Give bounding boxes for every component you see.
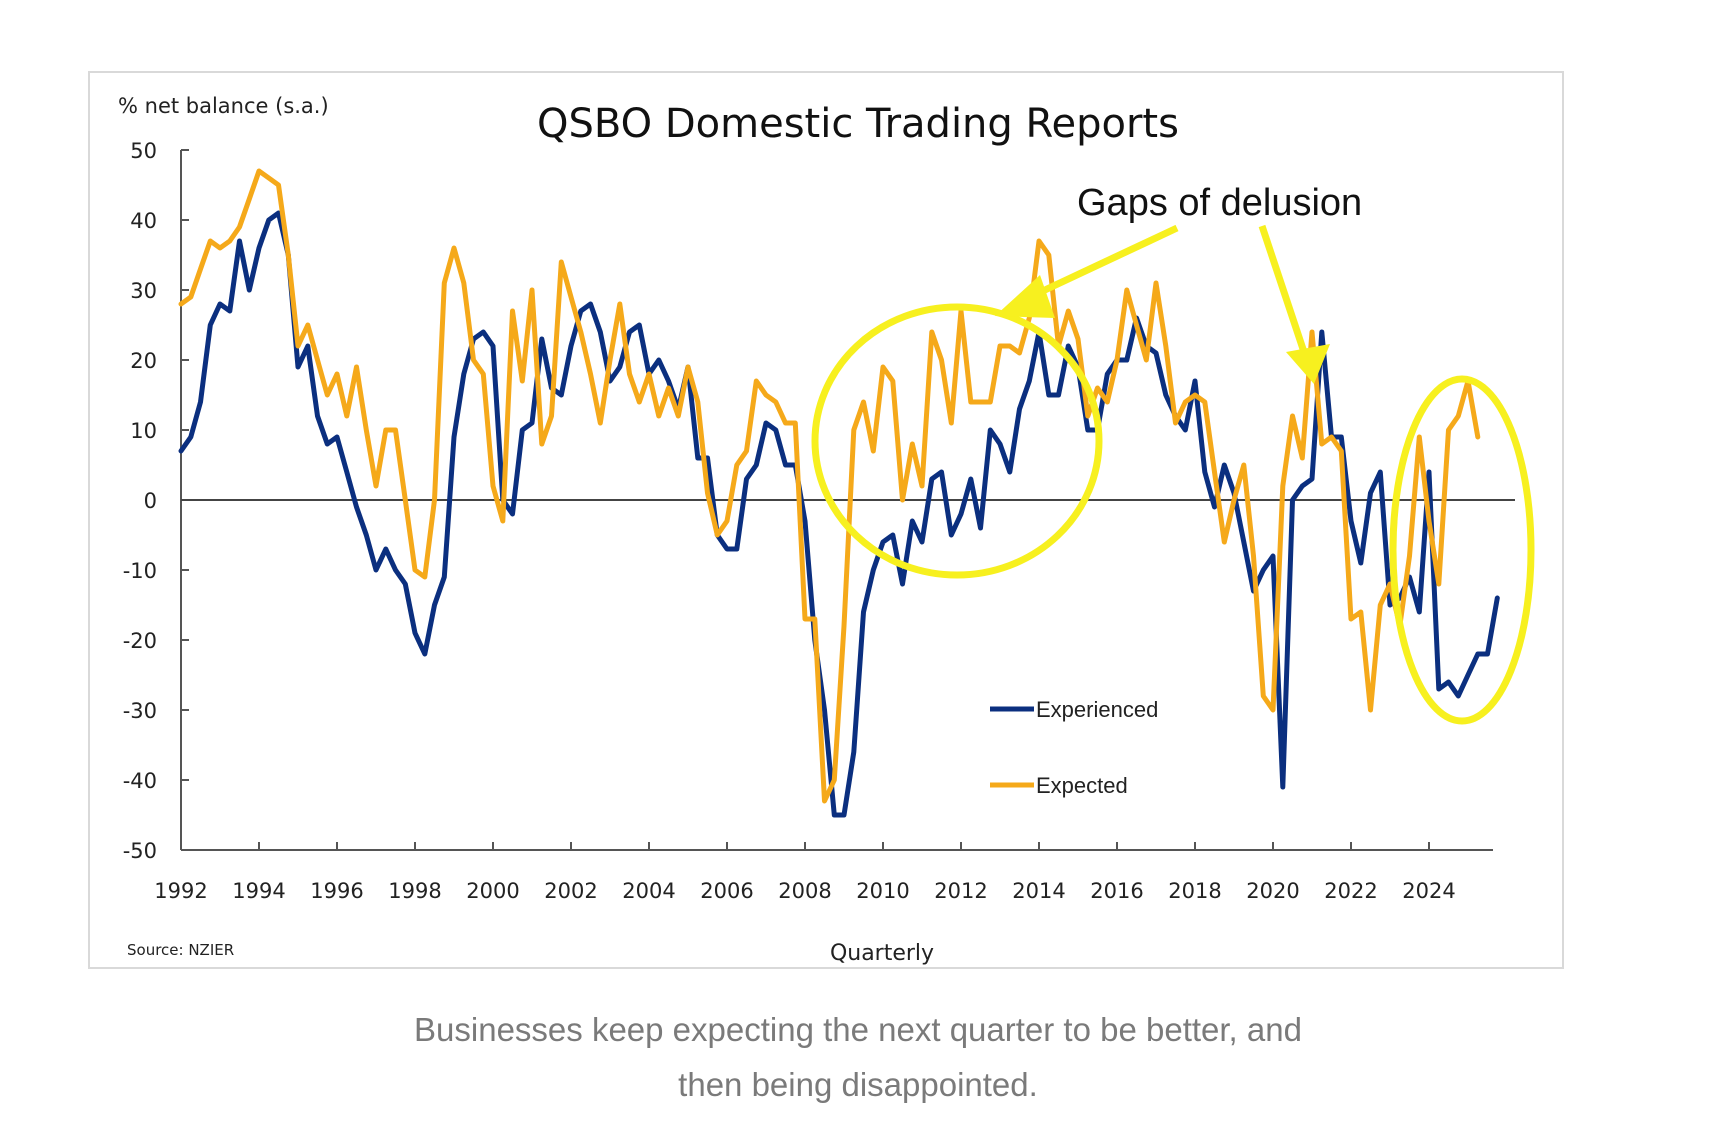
highlight-circle-2010s (811, 303, 1103, 579)
arrow-head-left-icon (995, 275, 1055, 318)
x-tick-label: 2024 (1402, 879, 1455, 903)
x-tick-label: 2022 (1324, 879, 1377, 903)
x-tick-label: 2008 (778, 879, 831, 903)
x-tick-label: 2004 (622, 879, 675, 903)
arrow-shaft-right (1258, 224, 1309, 357)
x-tick-label: 2000 (466, 879, 519, 903)
chart-frame (88, 71, 1564, 969)
series-layer (178, 168, 1500, 818)
series-line-experienced (178, 210, 1500, 818)
legend-label-expected: Expected (1036, 773, 1128, 798)
x-tick-label: 2010 (856, 879, 909, 903)
y-tick-label: -40 (123, 769, 157, 793)
y-tick-label: 0 (144, 489, 157, 513)
arrow-head-right-icon (1286, 344, 1330, 384)
arrow-shaft-left (1028, 224, 1179, 301)
y-tick-label: 20 (130, 349, 157, 373)
x-axis: 1992 1994 1996 1998 2000 2002 2004 2006 2008 2010… (154, 842, 1493, 903)
series-line-expected (178, 168, 1481, 804)
chart-title: QSBO Domestic Trading Reports (537, 101, 1179, 147)
legend: Experienced Expected (990, 697, 1158, 798)
x-tick-label: 1994 (232, 879, 285, 903)
x-tick-label: 2018 (1168, 879, 1221, 903)
y-tick-label: 40 (130, 209, 157, 233)
y-tick-label: 30 (130, 279, 157, 303)
x-tick-label: 1992 (154, 879, 207, 903)
source-note: Source: NZIER (127, 941, 234, 959)
x-tick-label: 2020 (1246, 879, 1299, 903)
x-axis-title: Quarterly (830, 941, 934, 966)
y-axis: 50 40 30 20 10 0 -10 -20 -30 -40 -50 (123, 139, 189, 863)
x-tick-label: 2014 (1012, 879, 1065, 903)
y-tick-label: -30 (123, 699, 157, 723)
y-tick-label: -20 (123, 629, 157, 653)
y-tick-label: -50 (123, 839, 157, 863)
caption-line-1: Businesses keep expecting the next quart… (414, 1011, 1302, 1048)
y-tick-label: 10 (130, 419, 157, 443)
legend-label-experienced: Experienced (1036, 697, 1158, 722)
y-axis-title: % net balance (s.a.) (118, 94, 329, 118)
x-tick-label: 2016 (1090, 879, 1143, 903)
x-tick-label: 1996 (310, 879, 363, 903)
x-tick-label: 2002 (544, 879, 597, 903)
caption-line-2: then being disappointed. (678, 1066, 1038, 1103)
highlight-circle-2020s (1389, 375, 1535, 725)
y-tick-label: -10 (123, 559, 157, 583)
x-tick-label: 2006 (700, 879, 753, 903)
x-tick-label: 2012 (934, 879, 987, 903)
figure-caption: Businesses keep expecting the next quart… (0, 1002, 1716, 1112)
annotations: Gaps of delusion (811, 182, 1535, 725)
annotation-gaps-of-delusion: Gaps of delusion (1077, 182, 1362, 224)
y-tick-label: 50 (130, 139, 157, 163)
x-tick-label: 1998 (388, 879, 441, 903)
